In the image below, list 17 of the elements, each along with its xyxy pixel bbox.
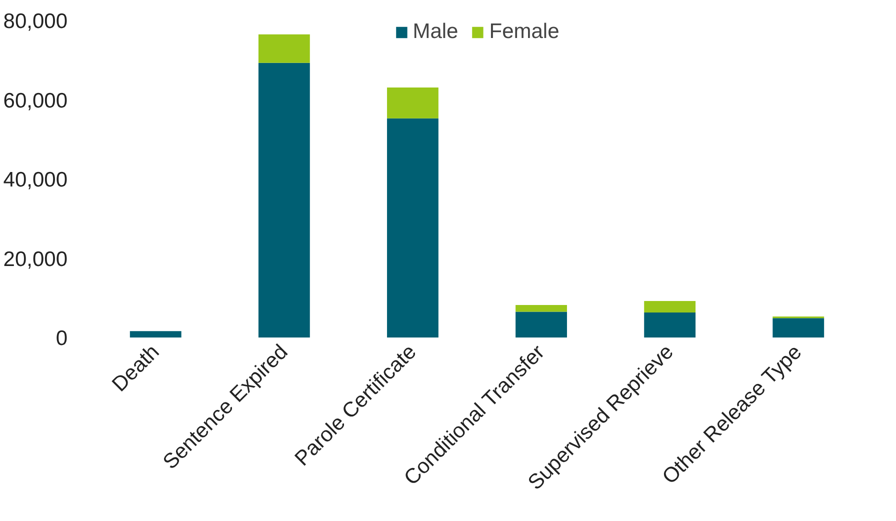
bar	[644, 312, 696, 338]
y-tick-label: 0	[56, 327, 68, 350]
bar	[516, 312, 567, 338]
bar	[644, 301, 696, 313]
bar	[258, 62, 310, 338]
legend-label: Male	[412, 20, 458, 44]
y-tick-label: 20,000	[3, 248, 68, 271]
bar	[772, 318, 824, 338]
bar	[258, 34, 310, 63]
bar	[387, 118, 438, 338]
y-tick-label: 40,000	[3, 168, 68, 192]
y-tick-label: 60,000	[3, 89, 68, 112]
bar	[516, 305, 567, 312]
bar	[387, 87, 438, 118]
legend-label: Female	[489, 20, 560, 44]
y-tick-label: 80,000	[3, 10, 68, 33]
bar	[130, 331, 182, 338]
